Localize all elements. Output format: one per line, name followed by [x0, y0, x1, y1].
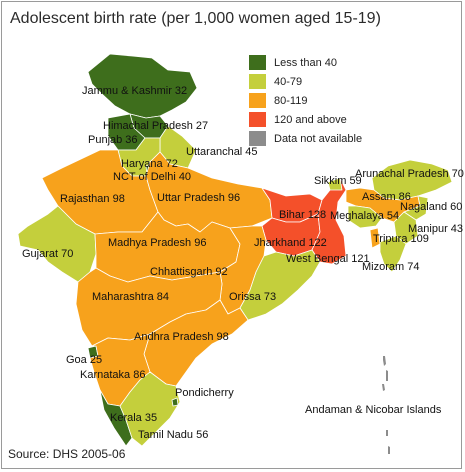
map-title: Adolescent birth rate (per 1,000 women a…	[10, 10, 381, 27]
legend-item: 40-79	[249, 72, 362, 91]
label-arunachal-pradesh: Arunachal Pradesh 70	[355, 168, 464, 180]
legend-item: 80-119	[249, 91, 362, 110]
region-tamil-nadu	[119, 371, 181, 447]
legend-item: 120 and above	[249, 110, 362, 129]
label-orissa: Orissa 73	[229, 291, 276, 303]
label-chhattisgarh: Chhattisgarh 92	[150, 266, 228, 278]
label-rajasthan: Rajasthan 98	[60, 193, 125, 205]
label-sikkim: Sikkim 59	[314, 175, 362, 187]
legend-item: Less than 40	[249, 53, 362, 72]
legend-swatch	[249, 131, 266, 146]
label-maharashtra: Maharashtra 84	[92, 291, 169, 303]
region-mizoram	[379, 235, 407, 273]
label-pondicherry: Pondicherry	[175, 387, 234, 399]
label-meghalaya: Meghalaya 54	[330, 210, 399, 222]
label-karnataka: Karnataka 86	[80, 369, 145, 381]
label-tamil-nadu: Tamil Nadu 56	[138, 429, 208, 441]
label-manipur: Manipur 43	[408, 223, 463, 235]
label-himachal-pradesh: Himachal Pradesh 27	[103, 120, 208, 132]
label-kerala: Kerala 35	[110, 412, 157, 424]
label-west-bengal: West Bengal 121	[286, 253, 370, 265]
region-orissa	[239, 249, 321, 321]
label-andhra-pradesh: Andhra Pradesh 98	[134, 331, 229, 343]
label-uttaranchal: Uttaranchal 45	[186, 146, 258, 158]
legend-swatch	[249, 55, 266, 70]
label-andaman-nicobar: Andaman & Nicobar Islands	[305, 404, 442, 416]
legend-label: 40-79	[274, 75, 303, 88]
label-jharkhand: Jharkhand 122	[254, 237, 327, 249]
legend-item: Data not available	[249, 129, 362, 148]
legend-label: Less than 40	[274, 56, 337, 69]
label-madhya-pradesh: Madhya Pradesh 96	[108, 237, 206, 249]
region-sikkim	[327, 177, 343, 191]
region-pondicherry	[171, 397, 179, 407]
label-assam: Assam 86	[362, 191, 411, 203]
legend-swatch	[249, 93, 266, 108]
label-gujarat: Gujarat 70	[22, 248, 73, 260]
region-jammu-kashmir	[87, 53, 198, 119]
legend-label: 120 and above	[274, 113, 347, 126]
legend-swatch	[249, 112, 266, 127]
label-mizoram: Mizoram 74	[362, 261, 419, 273]
state-labels: Jammu & Kashmir 32 Himachal Pradesh 27 P…	[22, 85, 464, 441]
label-haryana: Haryana 72	[121, 158, 178, 170]
state-regions	[17, 53, 453, 454]
map-legend: Less than 40 40-79 80-119 120 and above …	[249, 53, 362, 148]
label-nagaland: Nagaland 60	[400, 201, 462, 213]
label-goa: Goa 25	[66, 354, 102, 366]
legend-label: 80-119	[274, 94, 308, 107]
label-punjab: Punjab 36	[88, 134, 138, 146]
label-jammu-kashmir: Jammu & Kashmir 32	[82, 85, 187, 97]
label-bihar: Bihar 128	[279, 209, 326, 221]
legend-label: Data not available	[274, 132, 363, 145]
region-andaman-nicobar	[382, 356, 390, 454]
region-meghalaya	[347, 205, 383, 229]
source-note: Source: DHS 2005-06	[8, 447, 126, 461]
label-uttar-pradesh: Uttar Pradesh 96	[157, 192, 240, 204]
label-tripura: Tripura 109	[373, 233, 429, 245]
legend-swatch	[249, 74, 266, 89]
label-delhi: NCT of Delhi 40	[113, 171, 191, 183]
